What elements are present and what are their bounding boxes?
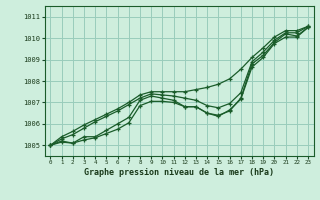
X-axis label: Graphe pression niveau de la mer (hPa): Graphe pression niveau de la mer (hPa) <box>84 168 274 177</box>
